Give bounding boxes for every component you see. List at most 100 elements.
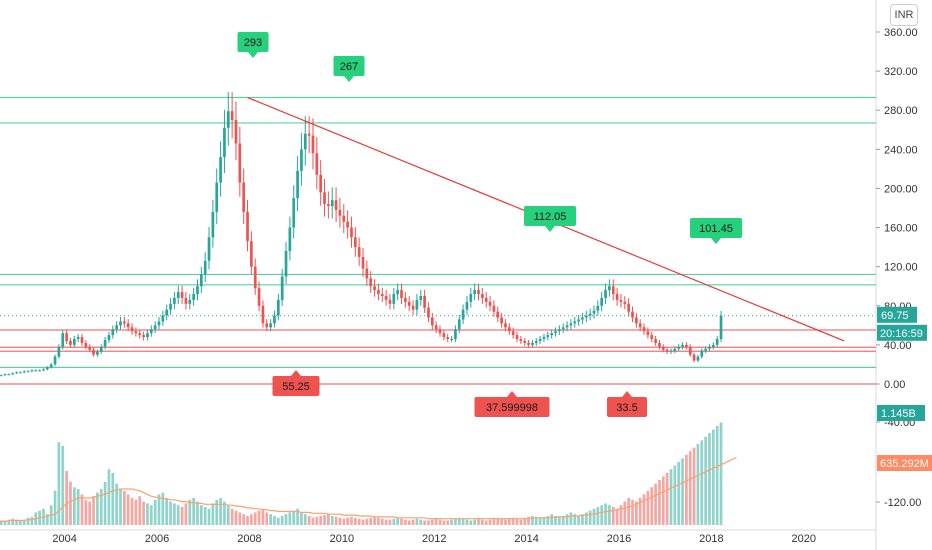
candle-body bbox=[319, 174, 323, 193]
candle-body bbox=[380, 294, 384, 296]
volume-bar bbox=[507, 518, 511, 525]
volume-bar bbox=[284, 514, 288, 525]
volume-bar bbox=[238, 512, 242, 525]
candle-body bbox=[107, 335, 111, 340]
candle-body bbox=[558, 329, 561, 332]
volume-bar bbox=[527, 516, 530, 525]
volume-bar bbox=[377, 517, 380, 525]
candle-body bbox=[377, 290, 380, 295]
time-tick-label: 2010 bbox=[330, 533, 354, 545]
volume-bar bbox=[311, 517, 315, 525]
volume-bar bbox=[473, 519, 477, 525]
volume-bar bbox=[600, 505, 604, 525]
volume-bar bbox=[388, 519, 392, 525]
candle-body bbox=[419, 296, 423, 300]
volume-bar bbox=[400, 518, 403, 525]
volume-bar bbox=[153, 499, 157, 525]
candle-body bbox=[500, 317, 503, 324]
candle-body bbox=[103, 340, 107, 347]
candle-body bbox=[554, 331, 557, 334]
candle-body bbox=[642, 327, 646, 332]
candle-body bbox=[26, 371, 30, 373]
volume-bar bbox=[96, 492, 99, 525]
candle-body bbox=[600, 297, 604, 306]
candle-body bbox=[369, 278, 373, 287]
candle-body bbox=[454, 329, 457, 340]
volume-bar bbox=[115, 483, 118, 525]
candle-body bbox=[161, 315, 165, 322]
volume-bar bbox=[219, 498, 222, 525]
volume-bar bbox=[26, 517, 30, 525]
candle-body bbox=[404, 297, 407, 302]
candle-body bbox=[11, 373, 15, 375]
candle-body bbox=[388, 299, 392, 304]
candle-body bbox=[577, 319, 580, 322]
candle-body bbox=[15, 372, 18, 374]
candle-body bbox=[211, 211, 215, 238]
time-tick-label: 2014 bbox=[514, 533, 538, 545]
candle-body bbox=[631, 311, 634, 318]
candle-body bbox=[57, 346, 61, 357]
candle-body bbox=[365, 268, 369, 279]
candle-body bbox=[257, 288, 261, 306]
candle-body bbox=[261, 305, 265, 324]
volume-bar bbox=[450, 519, 453, 525]
volume-ma-text: 635.292M bbox=[880, 458, 929, 470]
volume-bar bbox=[30, 516, 34, 525]
candle-body bbox=[180, 292, 184, 298]
volume-bar bbox=[119, 489, 122, 525]
volume-bar bbox=[523, 517, 527, 525]
candle-body bbox=[461, 309, 465, 320]
candle-body bbox=[484, 297, 488, 302]
candle-body bbox=[315, 153, 319, 175]
candle-body bbox=[442, 333, 446, 338]
volume-bar bbox=[276, 517, 280, 525]
volume-bar bbox=[65, 471, 68, 525]
volume-bar bbox=[69, 481, 72, 525]
volume-bar bbox=[454, 518, 457, 525]
volume-bar bbox=[357, 518, 361, 525]
volume-bar bbox=[688, 451, 692, 525]
currency-label[interactable]: INR bbox=[890, 4, 918, 26]
candle-body bbox=[242, 182, 246, 212]
candle-body bbox=[250, 241, 253, 267]
high-marker-pointer bbox=[711, 238, 721, 244]
candle-body bbox=[507, 327, 511, 332]
candle-body bbox=[219, 157, 222, 183]
candle-body bbox=[53, 356, 57, 365]
candle-body bbox=[669, 350, 673, 352]
price-tick-label: 160.00 bbox=[884, 223, 918, 235]
volume-bar bbox=[369, 517, 373, 525]
time-tick-label: 2020 bbox=[792, 533, 816, 545]
volume-bar bbox=[292, 510, 296, 525]
candle-body bbox=[146, 333, 149, 338]
volume-bar bbox=[15, 519, 18, 525]
candle-body bbox=[192, 294, 195, 300]
volume-bar bbox=[122, 490, 126, 525]
candle-body bbox=[142, 335, 145, 338]
candle-body bbox=[515, 335, 519, 340]
volume-bar bbox=[484, 520, 488, 525]
low-marker-flag bbox=[272, 376, 320, 396]
candle-body bbox=[427, 307, 430, 318]
volume-bar bbox=[715, 426, 719, 525]
volume-bar bbox=[569, 512, 573, 525]
candle-body bbox=[527, 342, 530, 345]
volume-bar bbox=[188, 499, 192, 525]
volume-bar bbox=[230, 508, 234, 525]
candle-body bbox=[638, 323, 642, 328]
volume-bar bbox=[592, 508, 596, 525]
candle-body bbox=[573, 321, 577, 324]
volume-bar bbox=[415, 518, 419, 525]
volume-bar bbox=[88, 501, 92, 525]
candle-body bbox=[111, 329, 115, 336]
price-tick-label: 120.00 bbox=[884, 262, 918, 274]
candle-body bbox=[96, 351, 99, 355]
volume-bar bbox=[500, 518, 503, 525]
volume-bar bbox=[250, 514, 253, 525]
volume-bar bbox=[481, 519, 484, 525]
volume-bar bbox=[303, 514, 307, 525]
volume-bar bbox=[342, 518, 346, 525]
